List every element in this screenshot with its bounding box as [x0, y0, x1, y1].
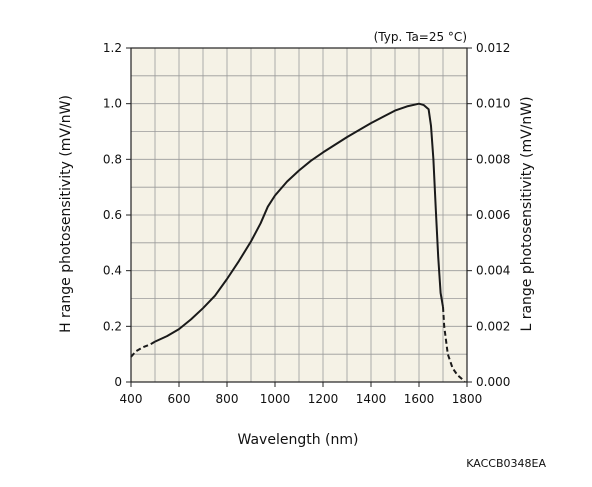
x-tick-label: 1600: [404, 392, 435, 406]
y-right-tick-label: 0.008: [476, 152, 510, 166]
x-axis-title: Wavelength (nm): [238, 432, 359, 448]
y-right-tick-label: 0.006: [476, 208, 510, 222]
y-right-tick-label: 0.004: [476, 264, 510, 278]
x-tick-label: 400: [120, 392, 143, 406]
y-left-tick-label: 1.0: [103, 97, 122, 111]
y-left-tick-label: 0.4: [103, 264, 122, 278]
ticks: 400 600 800 1000 1200 1400 1600 1800 0 0.2 0.4 0.6 0…: [103, 41, 510, 406]
curve-segment-dashed: [442, 306, 466, 383]
x-tick-label: 800: [216, 392, 239, 406]
y-left-tick-label: 1.2: [103, 41, 122, 55]
y-axis-left-title: H range photosensitivity (mV/nW): [58, 95, 74, 333]
curve-segment-solid: [154, 102, 444, 343]
x-tick-label: 600: [168, 392, 191, 406]
y-right-tick-label: 0.000: [476, 375, 510, 389]
y-right-tick-label: 0.002: [476, 319, 510, 333]
x-tick-label: 1200: [308, 392, 339, 406]
y-left-tick-label: 0.2: [103, 319, 122, 333]
figure-code: KACCB0348EA: [466, 457, 546, 470]
condition-note: (Typ. Ta=25 °C): [374, 30, 467, 44]
curve: [130, 102, 466, 383]
x-tick-label: 1400: [356, 392, 387, 406]
x-tick-label: 1000: [260, 392, 291, 406]
y-right-tick-label: 0.010: [476, 97, 510, 111]
curve-segment-dashed: [130, 340, 156, 358]
x-tick-label: 1800: [452, 392, 483, 406]
y-left-tick-label: 0.6: [103, 208, 122, 222]
y-axis-right-title: L range photosensitivity (mV/nW): [519, 96, 535, 331]
grid: [131, 48, 467, 382]
y-right-tick-label: 0.012: [476, 41, 510, 55]
y-left-tick-label: 0.8: [103, 152, 122, 166]
y-left-tick-label: 0: [114, 375, 122, 389]
